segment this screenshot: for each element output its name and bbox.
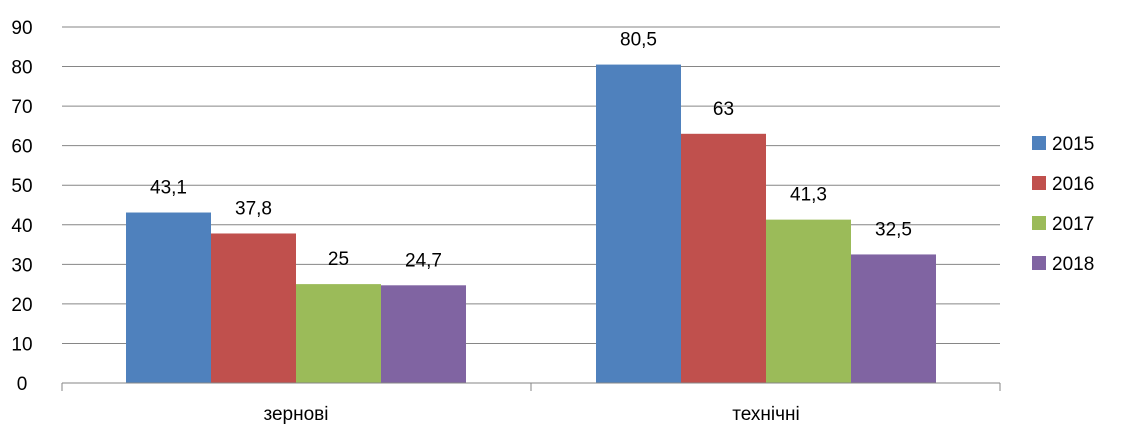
bar-2018-2: [851, 254, 936, 383]
x-axis-category-labels: зернові технічні: [263, 404, 799, 425]
legend-swatch: [1032, 176, 1046, 190]
y-tick-label: 40: [11, 216, 32, 237]
data-label: 63: [713, 99, 734, 120]
y-tick-label: 80: [11, 58, 32, 79]
bar-2016-1: [211, 233, 296, 383]
y-tick-label: 60: [11, 137, 32, 158]
legend-swatch: [1032, 256, 1046, 270]
data-label: 43,1: [150, 178, 187, 199]
bar-2017-2: [766, 219, 851, 383]
data-label: 24,7: [405, 250, 442, 271]
y-tick-label: 90: [11, 18, 32, 39]
legend-label: 2016: [1052, 174, 1094, 195]
legend-label: 2015: [1052, 134, 1094, 155]
bar-2015-1: [126, 212, 211, 383]
bar-2016-2: [681, 133, 766, 383]
y-tick-label: 0: [17, 374, 28, 395]
data-label: 37,8: [235, 198, 272, 219]
bars: [126, 64, 936, 384]
y-tick-label: 70: [11, 97, 32, 118]
legend-swatch: [1032, 136, 1046, 150]
x-category-label: технічні: [732, 404, 799, 425]
y-axis-tick-labels: 0 10 20 30 40 50 60 70 80 90: [11, 18, 32, 395]
x-category-label: зернові: [263, 404, 328, 425]
legend-swatch: [1032, 216, 1046, 230]
x-axis: [61, 382, 1001, 391]
y-tick-label: 30: [11, 255, 32, 276]
data-label: 80,5: [620, 30, 657, 51]
y-tick-label: 10: [11, 334, 32, 355]
bar-2017-1: [296, 284, 381, 383]
y-tick-label: 20: [11, 295, 32, 316]
legend: 2015 2016 2017 2018: [1032, 134, 1094, 275]
legend-label: 2018: [1052, 254, 1094, 275]
data-label: 32,5: [875, 219, 912, 240]
bar-2018-1: [381, 285, 466, 383]
bar-2015-2: [596, 64, 681, 384]
data-label: 41,3: [790, 185, 827, 206]
data-labels: 43,1 37,8 25 24,7 80,5 63 41,3 32,5: [150, 30, 912, 272]
data-label: 25: [328, 249, 349, 270]
legend-label: 2017: [1052, 214, 1094, 235]
y-tick-label: 50: [11, 176, 32, 197]
